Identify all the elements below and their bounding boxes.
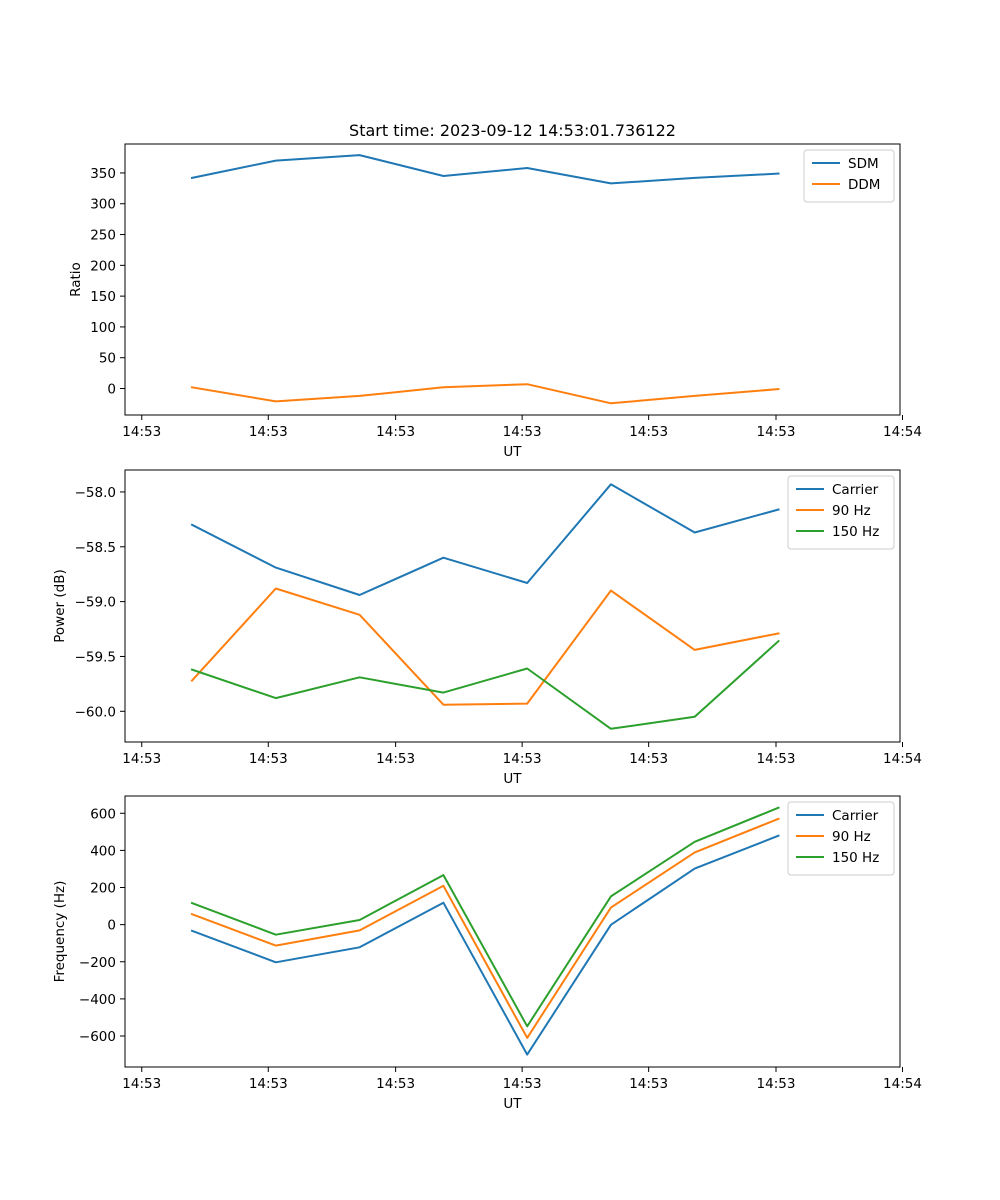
y-tick-label: −59.0	[75, 595, 116, 611]
y-tick-label: −58.0	[75, 485, 116, 501]
legend-label: DDM	[848, 177, 880, 193]
x-tick-label: 14:54	[883, 1076, 922, 1092]
y-tick-label: 350	[90, 166, 116, 182]
y-tick-label: −59.5	[75, 649, 116, 665]
y-tick-label: 200	[90, 258, 116, 274]
x-tick-label: 14:53	[249, 424, 288, 440]
x-tick-label: 14:54	[883, 751, 922, 767]
y-tick-label: 0	[107, 918, 116, 934]
y-tick-label: 0	[107, 382, 116, 398]
axes-frame	[124, 469, 901, 743]
y-tick-label: 400	[90, 843, 116, 859]
x-tick-label: 14:53	[629, 751, 668, 767]
y-tick-label: 200	[90, 881, 116, 897]
x-tick-label: 14:53	[249, 1076, 288, 1092]
series-line-150-hz	[190, 639, 780, 730]
x-tick-label: 14:53	[629, 1076, 668, 1092]
legend-label: 90 Hz	[832, 503, 871, 519]
x-tick-label: 14:53	[122, 1076, 161, 1092]
y-tick-label: −200	[79, 955, 116, 971]
chart-panel-2: 14:53 14:53 14:53 14:53 14:53 14:53 14:54 −60.0…	[52, 469, 922, 787]
y-axis-label: Frequency (Hz)	[52, 881, 68, 983]
x-tick-label: 14:53	[629, 424, 668, 440]
axes-frame	[124, 143, 901, 416]
y-tick-label: −60.0	[75, 704, 116, 720]
x-tick-label: 14:54	[883, 424, 922, 440]
chart-panel-1: 14:53 14:53 14:53 14:53 14:53 14:53 14:54 0 50 10…	[68, 121, 922, 460]
x-tick-label: 14:53	[122, 751, 161, 767]
chart-panel-3: 14:53 14:53 14:53 14:53 14:53 14:53 14:54 −600 −…	[52, 795, 922, 1112]
series-line-ddm	[190, 383, 780, 405]
y-tick-label: −600	[79, 1029, 116, 1045]
series-line-90-hz	[190, 817, 780, 1039]
legend: SDM DDM	[803, 149, 895, 203]
series-line-150-hz	[190, 806, 780, 1028]
x-tick-label: 14:53	[503, 424, 542, 440]
x-tick-label: 14:53	[503, 1076, 542, 1092]
x-tick-label: 14:53	[122, 424, 161, 440]
x-axis-label: UT	[503, 771, 522, 787]
legend-label: Carrier	[832, 808, 879, 824]
chart-title: Start time: 2023-09-12 14:53:01.736122	[349, 121, 676, 140]
y-tick-label: 300	[90, 197, 116, 213]
x-tick-label: 14:53	[757, 751, 796, 767]
x-tick-label: 14:53	[376, 1076, 415, 1092]
series-line-90-hz	[190, 587, 780, 706]
series-line-carrier	[190, 834, 780, 1056]
y-tick-label: 600	[90, 806, 116, 822]
x-tick-label: 14:53	[757, 424, 796, 440]
y-axis-label: Ratio	[68, 262, 84, 297]
y-tick-label: 50	[99, 351, 116, 367]
y-tick-label: 150	[90, 289, 116, 305]
series-line-sdm	[190, 154, 780, 185]
legend-label: Carrier	[832, 482, 879, 498]
axes-frame	[124, 795, 901, 1068]
x-axis-label: UT	[503, 444, 522, 460]
y-tick-label: 100	[90, 320, 116, 336]
x-tick-label: 14:53	[249, 751, 288, 767]
legend-label: 150 Hz	[832, 850, 879, 866]
y-tick-label: −58.5	[75, 540, 116, 556]
legend-label: SDM	[848, 156, 879, 172]
series-line-carrier	[190, 483, 780, 596]
y-tick-label: 250	[90, 228, 116, 244]
y-tick-label: −400	[79, 992, 116, 1008]
legend-label: 150 Hz	[832, 524, 879, 540]
x-axis-label: UT	[503, 1096, 522, 1112]
legend: Carrier 90 Hz 150 Hz	[787, 475, 895, 550]
y-axis-label: Power (dB)	[52, 569, 68, 642]
x-tick-label: 14:53	[376, 751, 415, 767]
x-tick-label: 14:53	[376, 424, 415, 440]
legend: Carrier 90 Hz 150 Hz	[787, 801, 895, 876]
x-tick-label: 14:53	[503, 751, 542, 767]
x-tick-label: 14:53	[757, 1076, 796, 1092]
legend-label: 90 Hz	[832, 829, 871, 845]
